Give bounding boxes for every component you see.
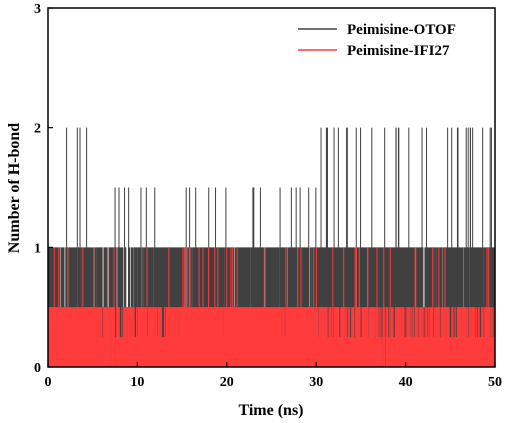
x-axis-label: Time (ns) bbox=[238, 402, 303, 419]
series-trace-1 bbox=[48, 247, 495, 367]
legend-label: Peimisine-IFI27 bbox=[347, 43, 450, 59]
y-tick-label: 1 bbox=[34, 241, 41, 256]
x-tick-label: 10 bbox=[130, 375, 144, 390]
x-axis: 0 10 20 30 40 50 bbox=[45, 362, 502, 390]
legend: Peimisine-OTOF Peimisine-IFI27 bbox=[298, 22, 456, 59]
x-tick-label: 40 bbox=[399, 375, 413, 390]
y-axis-label: Number of H-bond bbox=[6, 123, 23, 253]
x-tick-label: 0 bbox=[45, 375, 52, 390]
y-axis: 0 1 2 3 bbox=[34, 2, 53, 376]
x-tick-label: 50 bbox=[488, 375, 502, 390]
plot-frame bbox=[47, 7, 496, 368]
x-tick-label: 20 bbox=[220, 375, 234, 390]
y-tick-label: 2 bbox=[34, 122, 41, 137]
series-layer bbox=[48, 127, 495, 367]
y-tick-label: 3 bbox=[34, 2, 41, 17]
legend-label: Peimisine-OTOF bbox=[347, 22, 456, 38]
x-tick-label: 30 bbox=[309, 375, 323, 390]
y-tick-label: 0 bbox=[34, 361, 41, 376]
